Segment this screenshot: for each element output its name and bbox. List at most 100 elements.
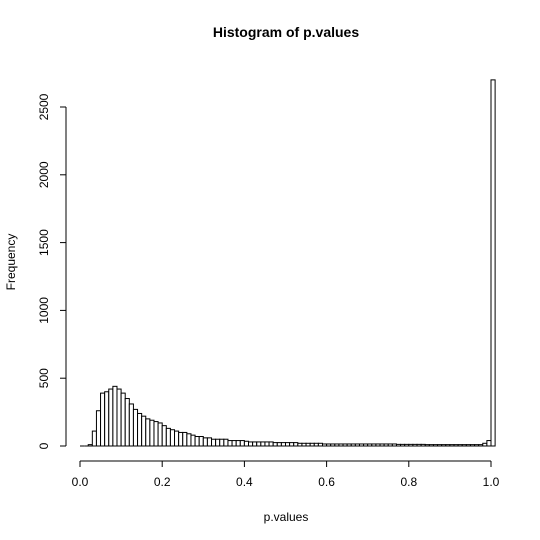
histogram-bar [128, 403, 134, 447]
chart-title: Histogram of p.values [213, 24, 359, 40]
histogram-bar [178, 431, 184, 447]
histogram-bar [264, 441, 270, 447]
histogram-bar [461, 444, 467, 447]
histogram-bar [321, 443, 328, 447]
histogram-bar [149, 419, 155, 447]
histogram-bar [490, 79, 496, 447]
histogram-bar [198, 436, 204, 447]
histogram-bar [383, 443, 389, 447]
histogram-bar [153, 421, 159, 447]
histogram-bar [309, 442, 315, 447]
histogram-bar [453, 444, 459, 447]
histogram-bar [350, 443, 356, 447]
histogram-bar [358, 443, 365, 447]
histogram-bar [87, 444, 93, 447]
histogram-bar [256, 441, 262, 447]
histogram-bar [186, 433, 192, 447]
histogram-bar [227, 440, 233, 447]
histogram-bar [387, 443, 393, 447]
histogram-bar [400, 443, 406, 447]
histogram-bar [272, 442, 278, 447]
histogram-bar [354, 443, 360, 447]
y-tick-label: 1500 [37, 229, 51, 256]
histogram-bar [301, 442, 307, 447]
histogram-bar [424, 444, 430, 447]
histogram-bar [469, 444, 476, 447]
histogram-bar [395, 443, 402, 447]
histogram-bar [416, 443, 422, 447]
histogram-bar [104, 391, 110, 447]
histogram-bar [219, 438, 225, 447]
x-tick-label: 0.6 [318, 475, 335, 489]
histogram-bar [486, 440, 492, 447]
histogram-bar [289, 442, 295, 447]
x-axis: 0.0 0.2 0.4 0.6 0.8 1.0 [72, 460, 500, 489]
histogram-bar [330, 443, 336, 447]
histogram-bar [243, 440, 250, 447]
histogram-bar [428, 444, 434, 447]
histogram-bar [441, 444, 447, 447]
histogram-bar [116, 388, 122, 447]
histogram-bar [465, 444, 471, 447]
histogram-bar [215, 438, 221, 447]
histogram-bar [91, 430, 97, 447]
histogram-bars [80, 79, 496, 447]
histogram-bar [248, 441, 254, 447]
histogram-bar [112, 385, 118, 447]
histogram-bar [252, 441, 258, 447]
histogram-bar [280, 442, 287, 447]
histogram-bar [239, 440, 245, 447]
histogram-bar [297, 442, 303, 447]
histogram-bar [367, 443, 373, 447]
histogram-bar [408, 443, 414, 447]
histogram-bar [223, 438, 229, 447]
histogram-bar [194, 436, 200, 447]
histogram-bar [145, 418, 151, 447]
histogram-bar [206, 437, 213, 447]
histogram-bar [211, 438, 217, 447]
histogram-bar [346, 443, 352, 447]
histogram-bar [124, 398, 130, 447]
y-tick-label: 0 [37, 442, 51, 449]
x-tick-label: 0.0 [72, 475, 89, 489]
histogram-bar [169, 429, 176, 447]
y-tick-label: 2500 [37, 93, 51, 120]
x-tick-label: 0.4 [236, 475, 253, 489]
x-tick-label: 0.2 [154, 475, 171, 489]
histogram-bar [231, 440, 237, 447]
histogram-bar [108, 388, 114, 447]
histogram-bar [235, 440, 241, 447]
y-tick-label: 500 [37, 368, 51, 388]
histogram-bar [338, 443, 344, 447]
x-axis-label: p.values [264, 510, 309, 524]
histogram-bar [379, 443, 385, 447]
x-tick-label: 1.0 [483, 475, 500, 489]
histogram-bar [157, 422, 163, 447]
histogram-bar [412, 443, 418, 447]
histogram-bar [100, 392, 106, 447]
histogram-bar [141, 415, 147, 447]
histogram-bar [132, 408, 139, 447]
histogram-bar [165, 427, 171, 447]
histogram-bar [326, 443, 332, 447]
histogram-bar [404, 443, 410, 447]
histogram-bar [445, 444, 451, 447]
histogram-bar [137, 412, 143, 447]
histogram-bar [371, 443, 377, 447]
histogram-bar [276, 442, 282, 447]
y-axis-label: Frequency [4, 234, 18, 291]
histogram-bar [420, 443, 426, 447]
histogram-bar [120, 392, 126, 447]
histogram-bar [363, 443, 369, 447]
histogram-bar [260, 441, 266, 447]
histogram-bar [478, 444, 484, 447]
histogram-bar [482, 442, 488, 447]
y-axis: 0 500 1000 1500 2000 2500 [37, 93, 67, 449]
histogram-bar [432, 444, 439, 447]
histogram-bar [449, 444, 455, 447]
y-tick-label: 1000 [37, 297, 51, 324]
histogram-bar [95, 410, 102, 447]
histogram-bar [202, 437, 208, 447]
histogram-bar [342, 443, 348, 447]
